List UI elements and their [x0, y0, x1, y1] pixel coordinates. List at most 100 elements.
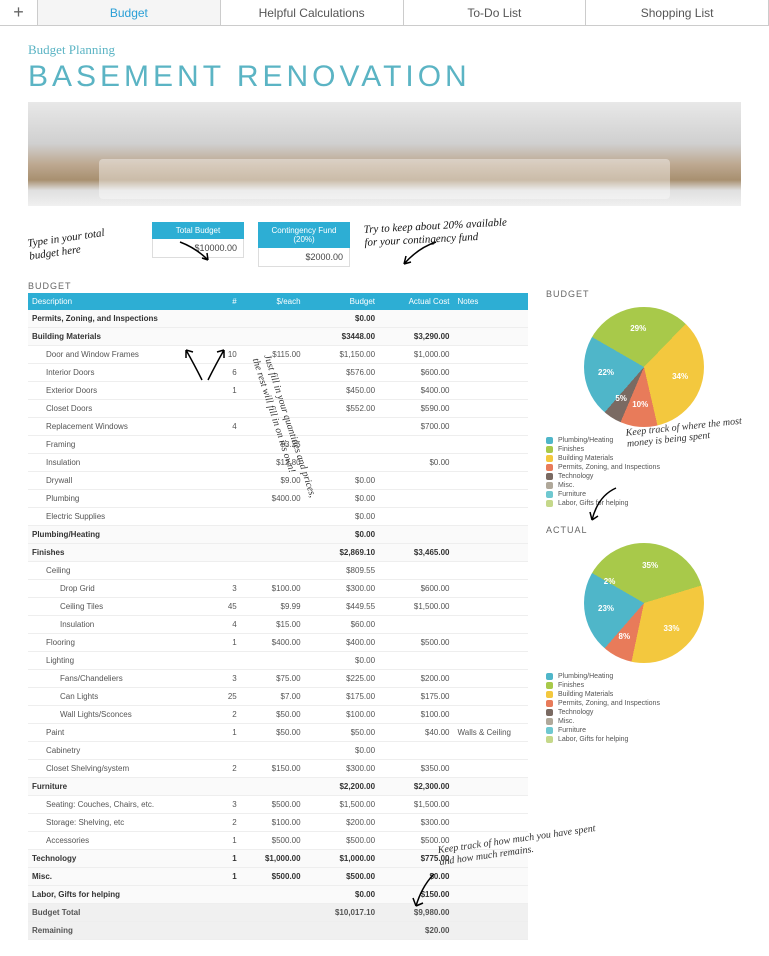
tab-todo[interactable]: To-Do List: [404, 0, 587, 25]
col-actual: Actual Cost: [379, 293, 453, 310]
table-row[interactable]: Building Materials$3448.00$3,290.00: [28, 328, 528, 346]
col-budget: Budget: [305, 293, 379, 310]
table-row[interactable]: Insulation$12.80$0.00: [28, 454, 528, 472]
pie-slice-label: 35%: [642, 561, 658, 570]
table-row[interactable]: Plumbing/Heating$0.00: [28, 526, 528, 544]
legend-label: Technology: [558, 473, 593, 480]
arrow-icon: [178, 238, 214, 268]
table-row[interactable]: Storage: Shelving, etc2$100.00$200.00$30…: [28, 814, 528, 832]
tab-shopping[interactable]: Shopping List: [586, 0, 769, 25]
add-sheet-button[interactable]: +: [0, 0, 38, 25]
legend-label: Misc.: [558, 482, 574, 489]
col-desc: Description: [28, 293, 209, 310]
legend-swatch: [546, 500, 553, 507]
table-row[interactable]: Lighting$0.00: [28, 652, 528, 670]
legend-item: Misc.: [546, 482, 741, 489]
table-row[interactable]: Drywall$9.00$0.00: [28, 472, 528, 490]
table-row[interactable]: Labor, Gifts for helping$0.00$150.00: [28, 886, 528, 904]
tab-budget[interactable]: Budget: [38, 0, 221, 25]
table-row[interactable]: Insulation4$15.00$60.00: [28, 616, 528, 634]
legend-item: Furniture: [546, 727, 741, 734]
table-row[interactable]: Closet Shelving/system2$150.00$300.00$35…: [28, 760, 528, 778]
legend-swatch: [546, 682, 553, 689]
table-row[interactable]: Furniture$2,200.00$2,300.00: [28, 778, 528, 796]
col-each: $/each: [241, 293, 305, 310]
pie-slice-label: 8%: [619, 632, 631, 641]
budget-pie-chart: 29% 34% 10% 5% 22%: [584, 307, 704, 427]
legend-item: Labor, Gifts for helping: [546, 500, 741, 507]
legend-label: Misc.: [558, 718, 574, 725]
legend-item: Permits, Zoning, and Inspections: [546, 700, 741, 707]
legend-swatch: [546, 718, 553, 725]
table-row[interactable]: Ceiling$809.55: [28, 562, 528, 580]
legend-item: Technology: [546, 709, 741, 716]
legend-swatch: [546, 473, 553, 480]
legend-swatch: [546, 491, 553, 498]
table-row[interactable]: Permits, Zoning, and Inspections$0.00: [28, 310, 528, 328]
table-row[interactable]: Budget Total$10,017.10$9,980.00: [28, 904, 528, 922]
pie-slice-label: 5%: [615, 394, 627, 403]
budget-section-label: BUDGET: [28, 281, 528, 291]
legend-swatch: [546, 691, 553, 698]
legend-label: Permits, Zoning, and Inspections: [558, 700, 660, 707]
table-row[interactable]: Plumbing$400.00$0.00: [28, 490, 528, 508]
sheet-tabs: + Budget Helpful Calculations To-Do List…: [0, 0, 769, 26]
legend-swatch: [546, 482, 553, 489]
budget-chart-title: BUDGET: [546, 289, 741, 299]
contingency-box: Contingency Fund (20%) $2000.00: [258, 222, 350, 267]
table-row[interactable]: Ceiling Tiles45$9.99$449.55$1,500.00: [28, 598, 528, 616]
pie-slice-label: 23%: [598, 604, 614, 613]
pie-slice-label: 29%: [630, 324, 646, 333]
pie-slice-label: 10%: [632, 400, 648, 409]
table-row[interactable]: Wall Lights/Sconces2$50.00$100.00$100.00: [28, 706, 528, 724]
table-row[interactable]: Door and Window Frames10$115.00$1,150.00…: [28, 346, 528, 364]
legend-swatch: [546, 736, 553, 743]
legend-swatch: [546, 727, 553, 734]
legend-label: Finishes: [558, 682, 584, 689]
legend-swatch: [546, 464, 553, 471]
legend-label: Building Materials: [558, 691, 613, 698]
contingency-value[interactable]: $2000.00: [258, 248, 350, 267]
legend-swatch: [546, 709, 553, 716]
col-qty: #: [209, 293, 241, 310]
legend-label: Plumbing/Heating: [558, 437, 613, 444]
annotation-contingency: Try to keep about 20% available for your…: [363, 216, 514, 250]
legend-label: Technology: [558, 709, 593, 716]
legend-swatch: [546, 446, 553, 453]
table-row[interactable]: Paint1$50.00$50.00$40.00Walls & Ceiling: [28, 724, 528, 742]
legend-item: Building Materials: [546, 691, 741, 698]
legend-item: Plumbing/Heating: [546, 673, 741, 680]
table-row[interactable]: Fans/Chandeliers3$75.00$225.00$200.00: [28, 670, 528, 688]
legend-label: Plumbing/Heating: [558, 673, 613, 680]
table-row[interactable]: Remaining$20.00: [28, 922, 528, 940]
legend-label: Building Materials: [558, 455, 613, 462]
table-row[interactable]: Seating: Couches, Chairs, etc.3$500.00$1…: [28, 796, 528, 814]
table-row[interactable]: Drop Grid3$100.00$300.00$600.00: [28, 580, 528, 598]
legend-label: Finishes: [558, 446, 584, 453]
legend-label: Furniture: [558, 727, 586, 734]
arrow-icon: [408, 872, 438, 912]
pie-slice-label: 22%: [598, 368, 614, 377]
table-row[interactable]: Finishes$2,869.10$3,465.00: [28, 544, 528, 562]
legend-swatch: [546, 673, 553, 680]
legend-swatch: [546, 437, 553, 444]
table-row[interactable]: Misc.1$500.00$500.00$0.00: [28, 868, 528, 886]
actual-pie-chart: 2%35%33%8%23%: [584, 543, 704, 663]
table-row[interactable]: Can Lights25$7.00$175.00$175.00: [28, 688, 528, 706]
legend-item: Furniture: [546, 491, 741, 498]
actual-chart-title: ACTUAL: [546, 525, 741, 535]
arrow-icon: [180, 344, 230, 384]
legend-label: Labor, Gifts for helping: [558, 736, 628, 743]
actual-legend: Plumbing/Heating Finishes Building Materia…: [546, 673, 741, 743]
total-budget-label: Total Budget: [152, 222, 244, 239]
legend-swatch: [546, 455, 553, 462]
legend-label: Furniture: [558, 491, 586, 498]
tab-calculations[interactable]: Helpful Calculations: [221, 0, 404, 25]
legend-item: Misc.: [546, 718, 741, 725]
contingency-label: Contingency Fund (20%): [258, 222, 350, 248]
pie-slice-label: 34%: [672, 372, 688, 381]
annotation-total: Type in your total budget here: [27, 222, 140, 263]
table-row[interactable]: Electric Supplies$0.00: [28, 508, 528, 526]
table-row[interactable]: Flooring1$400.00$400.00$500.00: [28, 634, 528, 652]
table-row[interactable]: Cabinetry$0.00: [28, 742, 528, 760]
